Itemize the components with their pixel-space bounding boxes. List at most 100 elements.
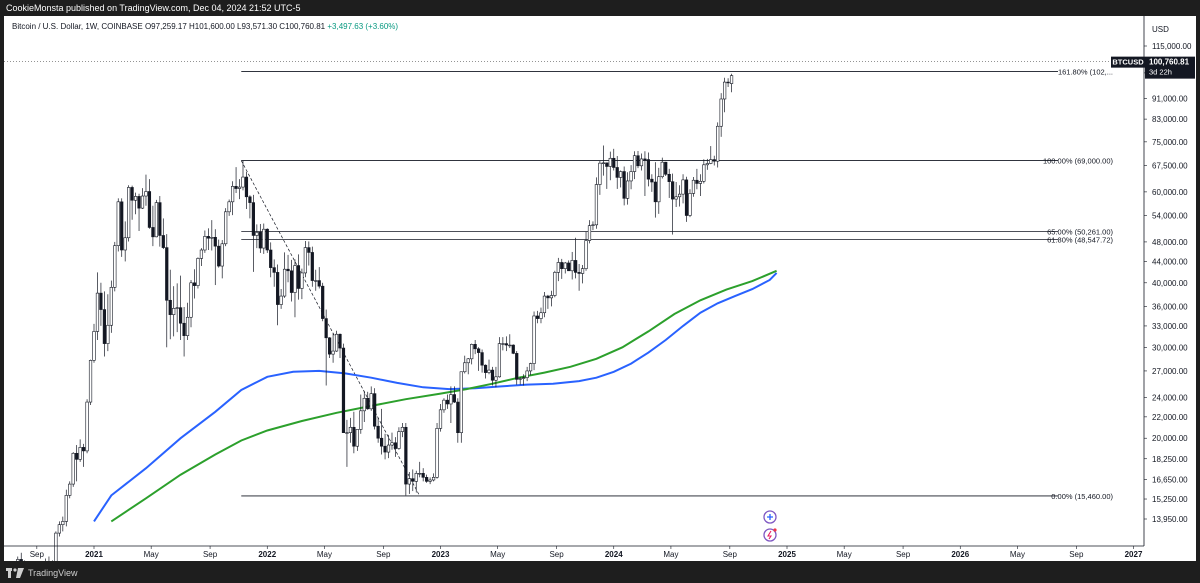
candle-up (428, 479, 432, 482)
candle-down (411, 478, 415, 482)
symbol-tag-bg (1111, 56, 1145, 68)
candle-up (508, 344, 512, 347)
price-tick-label: 44,000.00 (1152, 257, 1188, 266)
candle-up (698, 180, 702, 184)
candle-down (605, 162, 609, 167)
price-tick-label: 75,000.00 (1152, 138, 1188, 147)
candle-down (560, 262, 564, 269)
candle-down (82, 447, 86, 452)
candle-down (307, 247, 311, 253)
candle-up (237, 186, 242, 189)
time-tick-label: Sep (723, 550, 738, 559)
candle-down (483, 364, 488, 373)
candle-up (629, 171, 633, 182)
candle-down (393, 442, 398, 449)
candle-down (168, 299, 172, 315)
candle-down (567, 262, 571, 272)
candle-down (445, 399, 450, 405)
candle-down (182, 322, 186, 336)
price-tick-label: 24,000.00 (1152, 393, 1188, 402)
chart-panel[interactable]: 161.80% (102,... 100.00% (69,000.00) 65.00… (4, 16, 1196, 561)
candle-down (99, 292, 103, 310)
candle-up (279, 295, 283, 305)
candle-up (438, 409, 443, 429)
candle-up (85, 401, 89, 452)
price-chart[interactable]: 161.80% (102,... 100.00% (69,000.00) 65.00… (4, 16, 1196, 561)
candle-up (199, 249, 204, 259)
time-tick-label: May (490, 550, 505, 559)
price-tick-label: 16,650.00 (1152, 475, 1188, 484)
candle-up (57, 524, 61, 534)
lightning-circle-icon[interactable] (763, 528, 777, 542)
time-tick-label: 2024 (605, 550, 623, 559)
candle-up (300, 272, 304, 289)
candle-down (137, 196, 141, 209)
time-axis[interactable]: Sep 2021 May Sep 2022 May Sep 2023 May Sep 2024 May… (4, 545, 1144, 559)
price-tag-value: 100,760.81 (1149, 58, 1190, 67)
candle-down (341, 347, 346, 433)
publisher-bar: CookieMonsta published on TradingView.co… (0, 0, 1200, 16)
time-tick-label: Sep (30, 550, 45, 559)
symbol-tag-text: BTCUSD (1112, 58, 1144, 67)
candle-down (667, 173, 671, 182)
candle-down (643, 158, 647, 161)
candle-up (598, 162, 602, 185)
candle-up (334, 333, 339, 352)
event-dot (773, 528, 777, 532)
candle-down (158, 202, 162, 236)
time-tick-label: Sep (203, 550, 218, 559)
candle-up (639, 158, 644, 167)
candle-up (660, 161, 664, 178)
candle-up (189, 282, 193, 318)
candle-up (580, 268, 585, 274)
candle-down (276, 272, 280, 305)
price-tick-label: 20,000.00 (1152, 434, 1188, 443)
candle-down (671, 181, 675, 200)
candle-up (227, 201, 231, 213)
lightning-circle-ring (763, 528, 777, 542)
publisher-line: CookieMonsta published on TradingView.co… (6, 3, 301, 13)
symbol-legend: Bitcoin / U.S. Dollar, 1W, COINBASE O97,… (12, 22, 398, 31)
candle-up (133, 196, 138, 201)
price-tick-label: 83,000.00 (1152, 115, 1188, 124)
candle-up (691, 179, 696, 194)
candle-up (681, 179, 685, 195)
candle-down (161, 235, 165, 248)
candle-up (414, 473, 418, 482)
candle-down (574, 260, 578, 273)
fib-level-label: 61.80% (48,547.72) (1047, 235, 1113, 244)
candle-down (147, 191, 152, 228)
candle-down (636, 155, 640, 167)
candle-down (130, 187, 134, 201)
time-tick-label: 2023 (432, 550, 450, 559)
candle-down (421, 473, 425, 478)
price-tick-label: 15,250.00 (1152, 495, 1188, 504)
candle-up (705, 163, 709, 166)
fib-retracement[interactable] (4, 61, 1144, 497)
candle-down (217, 245, 221, 267)
candle-up (449, 394, 453, 405)
events[interactable] (763, 510, 777, 542)
candle-up (224, 211, 228, 245)
moving-average-line (93, 272, 778, 522)
price-tick-label: 33,000.00 (1152, 322, 1188, 331)
candle-down (425, 477, 429, 482)
candle-down (248, 196, 252, 203)
candle-up (719, 98, 723, 127)
tradingview-logo[interactable]: TradingView (6, 563, 78, 583)
price-tick-label: 40,000.00 (1152, 279, 1188, 288)
time-tick-label: 2027 (1125, 550, 1143, 559)
candle-down (265, 228, 269, 251)
plus-circle-icon[interactable] (763, 510, 777, 524)
time-tick-label: Sep (896, 550, 911, 559)
candle-up (608, 157, 612, 167)
time-tick-label: May (663, 550, 678, 559)
fib-level-label: 65.00% (50,261.00) (1047, 228, 1113, 237)
candle-up (127, 187, 131, 239)
footer-brand: TradingView (28, 568, 78, 578)
price-axis[interactable]: USD115,000.00102,000.0091,000.0083,000.0… (1143, 16, 1196, 561)
price-tick-label: 30,000.00 (1152, 343, 1188, 352)
time-tick-label: Sep (549, 550, 564, 559)
time-tick-label: May (837, 550, 852, 559)
candle-up (123, 237, 127, 251)
